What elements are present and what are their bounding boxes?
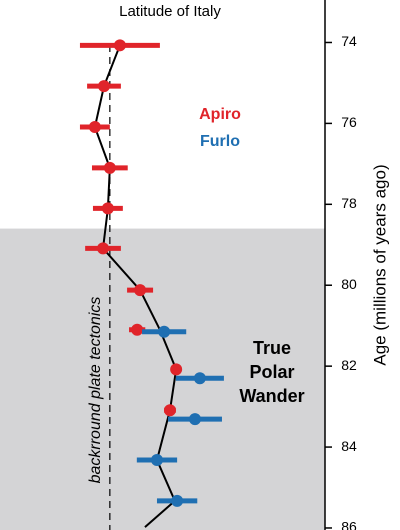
annotation: Polar: [249, 362, 294, 382]
legend-label: Furlo: [200, 133, 240, 150]
point: [193, 372, 206, 385]
point: [113, 39, 126, 52]
point: [158, 325, 171, 338]
y-tick-label: 76: [341, 114, 357, 130]
y-axis-label: Age (millions of years ago): [370, 164, 389, 365]
point: [134, 284, 147, 297]
point: [150, 454, 163, 467]
point: [171, 494, 184, 507]
point: [163, 404, 176, 417]
point: [189, 413, 201, 426]
point: [88, 121, 101, 134]
background: [0, 45, 325, 530]
y-tick-label: 84: [341, 438, 357, 454]
y-tick-label: 78: [341, 195, 357, 211]
y-tick-label: 80: [341, 276, 357, 292]
annotation: Wander: [239, 386, 304, 406]
point: [170, 363, 183, 376]
y-tick-label: 82: [341, 357, 357, 373]
shaded-region: [0, 228, 325, 530]
point: [101, 202, 114, 215]
point: [103, 161, 116, 174]
chart-title: Latitude of Italy: [119, 3, 221, 20]
annotation: backrround plate tectonics: [87, 297, 104, 484]
point: [98, 80, 110, 93]
y-tick-label: 74: [341, 33, 357, 49]
y-tick-label: 86: [341, 519, 357, 530]
point: [97, 242, 110, 255]
point: [131, 323, 144, 336]
annotation: True: [253, 338, 291, 358]
legend-label: Apiro: [199, 106, 241, 123]
